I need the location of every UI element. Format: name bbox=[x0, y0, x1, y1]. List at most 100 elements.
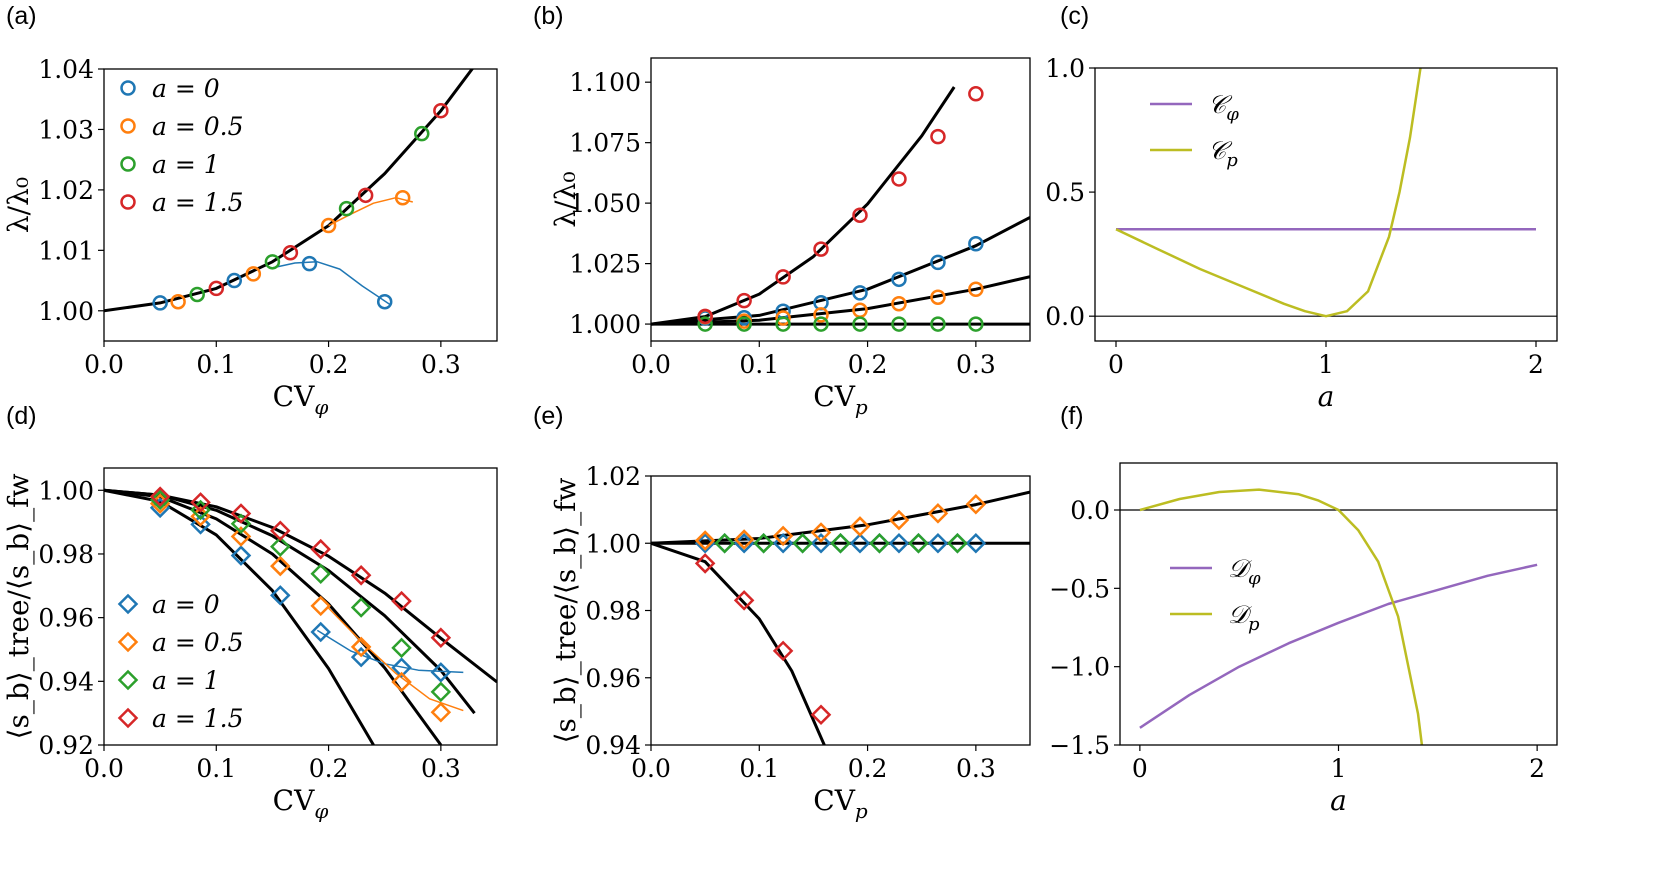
y-tick-label: 1.025 bbox=[569, 250, 641, 279]
data-point-green bbox=[414, 125, 430, 142]
data-point-orange bbox=[170, 293, 186, 310]
y-tick-label: 1.00 bbox=[585, 529, 641, 558]
data-point-green bbox=[714, 532, 735, 554]
y-tick-label: −1.5 bbox=[1049, 731, 1110, 760]
plot-area-d bbox=[104, 486, 497, 745]
panel-label-a: (a) bbox=[6, 2, 37, 30]
data-point-green bbox=[149, 489, 171, 511]
legend-marker-orange bbox=[117, 631, 139, 653]
data-point-blue bbox=[694, 532, 716, 554]
line-olive bbox=[1115, 68, 1422, 318]
data-point-orange bbox=[849, 516, 871, 537]
data-point-red bbox=[772, 640, 794, 662]
curve-theory-a-0 bbox=[651, 216, 1030, 326]
data-point-orange bbox=[230, 526, 252, 547]
data-point-blue bbox=[965, 532, 987, 554]
data-point-blue bbox=[270, 585, 291, 606]
data-point-blue bbox=[930, 254, 946, 271]
data-point-orange bbox=[394, 189, 411, 206]
data-point-green bbox=[830, 532, 851, 554]
data-point-orange bbox=[391, 671, 412, 693]
data-point-blue bbox=[888, 532, 910, 554]
x-tick-label: 0.3 bbox=[421, 754, 461, 783]
y-tick-label: 0.0 bbox=[1045, 302, 1085, 331]
data-point-blue bbox=[810, 532, 832, 554]
data-point-orange bbox=[320, 217, 337, 234]
y-tick-label: 0.98 bbox=[585, 597, 641, 626]
plot-area-b bbox=[651, 86, 1030, 332]
data-point-orange bbox=[810, 522, 832, 543]
legend-label-subscript: φ bbox=[1226, 104, 1239, 125]
data-point-green bbox=[891, 316, 907, 332]
x-tick-label: 0.2 bbox=[309, 350, 349, 379]
data-point-blue bbox=[350, 646, 372, 668]
axes-frame bbox=[650, 475, 1031, 746]
line-olive bbox=[1139, 488, 1424, 745]
panel-label-c: (c) bbox=[1060, 2, 1089, 30]
legend-label-subscript: p bbox=[1248, 614, 1260, 635]
data-point-green bbox=[350, 597, 372, 618]
x-tick-label: 0.0 bbox=[84, 350, 124, 379]
x-axis-label: a bbox=[1330, 784, 1347, 817]
data-point-orange bbox=[813, 307, 829, 323]
plot-area-f bbox=[1120, 488, 1557, 745]
data-point-orange bbox=[927, 503, 949, 524]
y-axis-label: ⟨s_b⟩_tree/⟨s_b⟩_fw bbox=[2, 474, 35, 740]
y-tick-label: 1.0 bbox=[1045, 54, 1085, 83]
data-point-red bbox=[697, 308, 713, 325]
data-point-red bbox=[733, 590, 755, 611]
panel-f: (f) 0 1 2 −1.5 −1.0 −0.5 0.0 a 𝒟φ 𝒟p bbox=[1049, 402, 1558, 817]
data-point-green bbox=[270, 536, 291, 557]
x-tick-label: 0.3 bbox=[956, 350, 996, 379]
data-point-green bbox=[230, 513, 252, 534]
y-tick-label: 1.00 bbox=[38, 476, 94, 505]
data-point-green bbox=[430, 681, 452, 703]
data-point-red bbox=[810, 704, 832, 726]
data-point-green bbox=[264, 254, 281, 270]
legend-label: a = 1 bbox=[152, 666, 220, 695]
data-point-red bbox=[350, 565, 372, 586]
panel-b: (b) 0.0 0.1 0.2 0.3 1.000 1.025 1.050 1.075 1.100… bbox=[533, 2, 1031, 419]
legend-label: 𝒟φ bbox=[1228, 554, 1261, 589]
data-point-red bbox=[282, 245, 299, 261]
data-point-green bbox=[775, 316, 791, 332]
y-tick-label: 1.000 bbox=[569, 310, 641, 339]
y-tick-label: 1.01 bbox=[38, 236, 94, 265]
data-point-red bbox=[694, 553, 716, 574]
data-point-orange bbox=[350, 636, 372, 658]
y-tick-label: 1.075 bbox=[569, 129, 641, 158]
data-point-green bbox=[338, 200, 355, 217]
y-tick-label: 1.02 bbox=[38, 176, 94, 205]
data-point-blue bbox=[733, 532, 755, 554]
x-tick-label: 0.0 bbox=[84, 754, 124, 783]
panel-c: (c) 0 1 2 0.0 0.5 1.0 a 𝒞φ 𝒞p bbox=[1045, 2, 1558, 413]
data-point-red bbox=[230, 503, 252, 524]
data-point-orange bbox=[891, 296, 907, 312]
axes-frame bbox=[1094, 67, 1558, 342]
x-tick-label: 0.3 bbox=[956, 754, 996, 783]
curve-theory-a-1-5 bbox=[651, 541, 826, 745]
data-point-green bbox=[697, 316, 713, 332]
legend-label: a = 0.5 bbox=[152, 628, 244, 657]
data-point-orange bbox=[930, 289, 946, 305]
x-tick-label: 0.2 bbox=[309, 754, 349, 783]
data-point-orange bbox=[968, 281, 984, 297]
y-tick-label: 1.050 bbox=[569, 189, 641, 218]
panel-label-f: (f) bbox=[1060, 402, 1084, 430]
data-point-blue bbox=[852, 285, 868, 301]
y-tick-label: 1.00 bbox=[38, 297, 94, 326]
x-tick-label: 0.2 bbox=[848, 350, 888, 379]
data-point-red bbox=[852, 207, 868, 223]
data-point-blue bbox=[376, 293, 393, 310]
data-point-orange bbox=[270, 555, 291, 577]
data-point-green bbox=[736, 316, 752, 332]
curve-theory-a-1-5 bbox=[651, 86, 956, 326]
panel-d: (d) 0.0 0.1 0.2 0.3 0.92 0.94 0.96 0.98 1.00 CVφ ⟨s… bbox=[2, 402, 498, 823]
data-point-red bbox=[736, 292, 752, 309]
data-point-green bbox=[391, 637, 412, 659]
legend-f: 𝒟φ 𝒟p bbox=[1170, 554, 1261, 635]
plot-area-e bbox=[651, 490, 1030, 745]
panel-e: (e) 0.0 0.1 0.2 0.3 0.94 0.96 0.98 1.00 1.02 CVp ⟨s… bbox=[533, 402, 1031, 823]
y-tick-label: 0.5 bbox=[1045, 178, 1085, 207]
data-point-green bbox=[968, 316, 984, 332]
